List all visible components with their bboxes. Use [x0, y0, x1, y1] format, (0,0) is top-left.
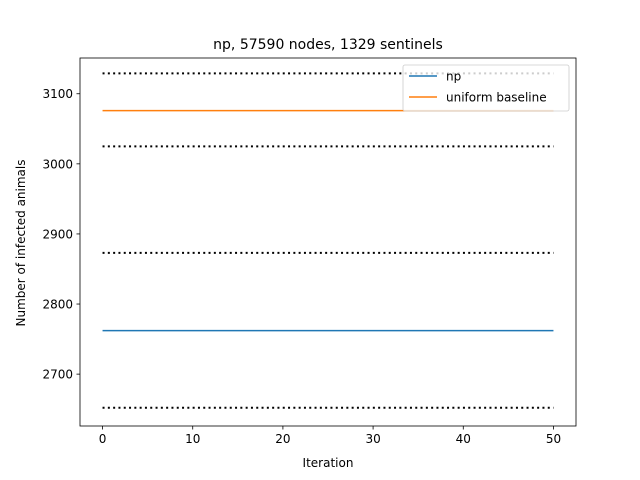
axes-frame [79, 57, 577, 427]
legend-label: np [446, 70, 461, 84]
y-tick-label: 2800 [42, 298, 73, 312]
x-tick-label: 0 [99, 432, 107, 446]
y-tick-label: 3000 [42, 157, 73, 171]
plot-area [102, 72, 554, 409]
y-tick-label: 3100 [42, 87, 73, 101]
x-tick-label: 50 [546, 432, 561, 446]
axes: 0 10 20 30 40 50 2700 2800 2900 3000 3100 [42, 57, 577, 446]
legend: np uniform baseline [402, 64, 570, 112]
x-tick-label: 40 [456, 432, 471, 446]
x-axis-label: Iteration [303, 456, 354, 470]
y-tick-label: 2700 [42, 368, 73, 382]
y-tick-label: 2900 [42, 227, 73, 241]
x-tick-label: 10 [185, 432, 200, 446]
legend-box [402, 64, 570, 112]
x-tick-label: 30 [365, 432, 380, 446]
y-axis-label: Number of infected animals [14, 160, 28, 327]
legend-label: uniform baseline [446, 91, 547, 105]
x-tick-label: 20 [275, 432, 290, 446]
chart-title: np, 57590 nodes, 1329 sentinels [213, 37, 443, 53]
